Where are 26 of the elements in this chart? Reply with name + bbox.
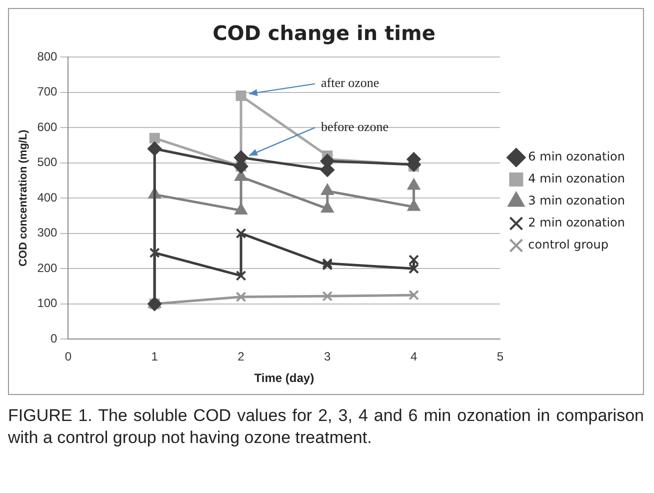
y-tick-label: 400 bbox=[37, 190, 58, 204]
y-tick-label: 600 bbox=[37, 120, 58, 134]
y-tick-label: 200 bbox=[37, 260, 58, 275]
x-tick-label: 1 bbox=[151, 350, 158, 364]
y-tick-label: 100 bbox=[37, 296, 58, 310]
y-axis-title: COD concentration (mg/L) bbox=[18, 129, 30, 267]
x-tick-label: 3 bbox=[324, 350, 332, 364]
y-tick-label: 800 bbox=[37, 49, 58, 64]
chart-title: COD change in time bbox=[212, 21, 436, 46]
x-axis-title: Time (day) bbox=[254, 371, 314, 386]
y-tick-label: 500 bbox=[37, 155, 58, 170]
caption: FIGURE 1. The soluble COD values for 2, 3, 4 and 6 min ozonation in comparison with a control group not having ozone treatment. bbox=[8, 405, 644, 449]
legend-label: 2 min ozonation bbox=[528, 216, 626, 230]
x-tick-label: 2 bbox=[238, 350, 245, 364]
legend-label: control group bbox=[528, 238, 608, 252]
y-tick-label: 300 bbox=[37, 226, 58, 240]
y-tick-label: 0 bbox=[50, 332, 58, 346]
annotation: after ozone bbox=[321, 75, 380, 90]
legend-label: 6 min ozonation bbox=[528, 150, 626, 164]
x-tick-label: 5 bbox=[496, 350, 504, 364]
annotation: before ozone bbox=[321, 118, 389, 134]
x-tick-label: 4 bbox=[410, 350, 418, 364]
x-tick-label: 0 bbox=[64, 350, 72, 364]
legend-label: 3 min ozonation bbox=[528, 194, 626, 208]
y-tick-label: 700 bbox=[37, 84, 58, 99]
legend-label: 4 min ozonation bbox=[528, 172, 626, 186]
